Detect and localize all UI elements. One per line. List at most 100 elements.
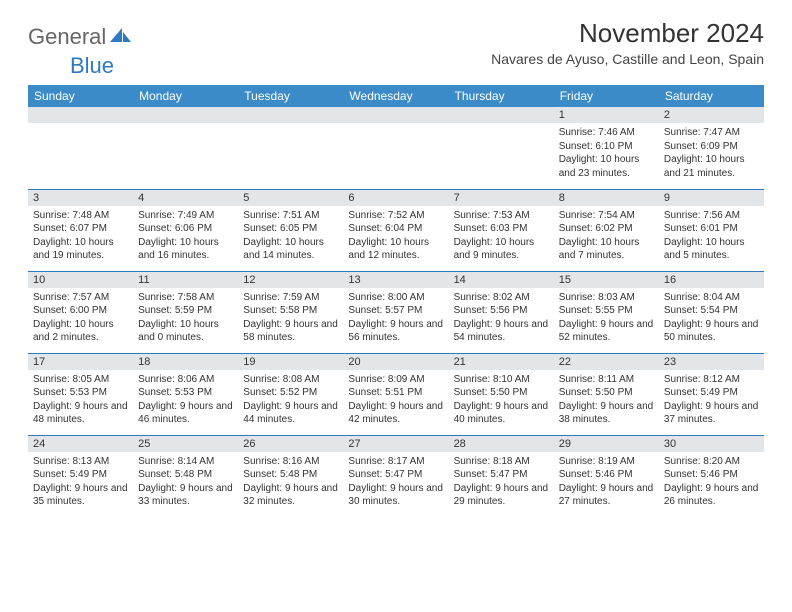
day-cell: 29Sunrise: 8:19 AMSunset: 5:46 PMDayligh…	[554, 435, 659, 517]
calendar-body: 1Sunrise: 7:46 AMSunset: 6:10 PMDaylight…	[28, 107, 764, 517]
day-cell: 25Sunrise: 8:14 AMSunset: 5:48 PMDayligh…	[133, 435, 238, 517]
week-row: 1Sunrise: 7:46 AMSunset: 6:10 PMDaylight…	[28, 107, 764, 189]
day-cell: 6Sunrise: 7:52 AMSunset: 6:04 PMDaylight…	[343, 189, 448, 271]
day-number: 17	[28, 354, 133, 370]
day-number: 27	[343, 436, 448, 452]
day-content: Sunrise: 7:51 AMSunset: 6:05 PMDaylight:…	[238, 206, 343, 267]
day-content: Sunrise: 8:04 AMSunset: 5:54 PMDaylight:…	[659, 288, 764, 349]
calendar-table: Sunday Monday Tuesday Wednesday Thursday…	[28, 85, 764, 517]
day-number: 10	[28, 272, 133, 288]
day-cell: 15Sunrise: 8:03 AMSunset: 5:55 PMDayligh…	[554, 271, 659, 353]
day-number: 16	[659, 272, 764, 288]
day-cell: 7Sunrise: 7:53 AMSunset: 6:03 PMDaylight…	[449, 189, 554, 271]
day-number: 25	[133, 436, 238, 452]
day-content: Sunrise: 7:56 AMSunset: 6:01 PMDaylight:…	[659, 206, 764, 267]
day-cell: 21Sunrise: 8:10 AMSunset: 5:50 PMDayligh…	[449, 353, 554, 435]
day-cell: 5Sunrise: 7:51 AMSunset: 6:05 PMDaylight…	[238, 189, 343, 271]
day-number: 8	[554, 190, 659, 206]
day-number: 7	[449, 190, 554, 206]
day-content: Sunrise: 7:46 AMSunset: 6:10 PMDaylight:…	[554, 123, 659, 184]
day-number: 23	[659, 354, 764, 370]
day-number: 3	[28, 190, 133, 206]
day-cell: 2Sunrise: 7:47 AMSunset: 6:09 PMDaylight…	[659, 107, 764, 189]
day-cell: 22Sunrise: 8:11 AMSunset: 5:50 PMDayligh…	[554, 353, 659, 435]
day-cell	[28, 107, 133, 189]
day-content: Sunrise: 7:53 AMSunset: 6:03 PMDaylight:…	[449, 206, 554, 267]
logo-text-blue: Blue	[70, 53, 114, 78]
day-number: 15	[554, 272, 659, 288]
day-number: 5	[238, 190, 343, 206]
day-number: 22	[554, 354, 659, 370]
day-number: 26	[238, 436, 343, 452]
logo-text-general: General	[28, 24, 106, 50]
day-content: Sunrise: 8:18 AMSunset: 5:47 PMDaylight:…	[449, 452, 554, 513]
day-content: Sunrise: 8:17 AMSunset: 5:47 PMDaylight:…	[343, 452, 448, 513]
day-content: Sunrise: 7:47 AMSunset: 6:09 PMDaylight:…	[659, 123, 764, 184]
day-cell: 23Sunrise: 8:12 AMSunset: 5:49 PMDayligh…	[659, 353, 764, 435]
day-number: 21	[449, 354, 554, 370]
day-content: Sunrise: 8:12 AMSunset: 5:49 PMDaylight:…	[659, 370, 764, 431]
col-saturday: Saturday	[659, 85, 764, 107]
day-content: Sunrise: 7:54 AMSunset: 6:02 PMDaylight:…	[554, 206, 659, 267]
day-cell	[343, 107, 448, 189]
day-cell: 18Sunrise: 8:06 AMSunset: 5:53 PMDayligh…	[133, 353, 238, 435]
day-cell: 28Sunrise: 8:18 AMSunset: 5:47 PMDayligh…	[449, 435, 554, 517]
day-content: Sunrise: 7:49 AMSunset: 6:06 PMDaylight:…	[133, 206, 238, 267]
day-cell: 3Sunrise: 7:48 AMSunset: 6:07 PMDaylight…	[28, 189, 133, 271]
day-cell: 1Sunrise: 7:46 AMSunset: 6:10 PMDaylight…	[554, 107, 659, 189]
day-content: Sunrise: 8:20 AMSunset: 5:46 PMDaylight:…	[659, 452, 764, 513]
day-cell: 4Sunrise: 7:49 AMSunset: 6:06 PMDaylight…	[133, 189, 238, 271]
col-tuesday: Tuesday	[238, 85, 343, 107]
day-number: 6	[343, 190, 448, 206]
day-content: Sunrise: 7:52 AMSunset: 6:04 PMDaylight:…	[343, 206, 448, 267]
day-content: Sunrise: 8:16 AMSunset: 5:48 PMDaylight:…	[238, 452, 343, 513]
day-cell: 24Sunrise: 8:13 AMSunset: 5:49 PMDayligh…	[28, 435, 133, 517]
day-cell: 9Sunrise: 7:56 AMSunset: 6:01 PMDaylight…	[659, 189, 764, 271]
day-number: 20	[343, 354, 448, 370]
day-number: 19	[238, 354, 343, 370]
day-content: Sunrise: 8:08 AMSunset: 5:52 PMDaylight:…	[238, 370, 343, 431]
day-cell: 12Sunrise: 7:59 AMSunset: 5:58 PMDayligh…	[238, 271, 343, 353]
day-content: Sunrise: 7:48 AMSunset: 6:07 PMDaylight:…	[28, 206, 133, 267]
day-cell: 26Sunrise: 8:16 AMSunset: 5:48 PMDayligh…	[238, 435, 343, 517]
day-number: 1	[554, 107, 659, 123]
day-cell: 14Sunrise: 8:02 AMSunset: 5:56 PMDayligh…	[449, 271, 554, 353]
day-cell: 10Sunrise: 7:57 AMSunset: 6:00 PMDayligh…	[28, 271, 133, 353]
day-number: 30	[659, 436, 764, 452]
day-number: 29	[554, 436, 659, 452]
day-content: Sunrise: 8:00 AMSunset: 5:57 PMDaylight:…	[343, 288, 448, 349]
logo: General	[28, 18, 132, 50]
day-number: 12	[238, 272, 343, 288]
week-row: 17Sunrise: 8:05 AMSunset: 5:53 PMDayligh…	[28, 353, 764, 435]
day-content: Sunrise: 8:11 AMSunset: 5:50 PMDaylight:…	[554, 370, 659, 431]
week-row: 24Sunrise: 8:13 AMSunset: 5:49 PMDayligh…	[28, 435, 764, 517]
day-content: Sunrise: 8:13 AMSunset: 5:49 PMDaylight:…	[28, 452, 133, 513]
day-cell	[133, 107, 238, 189]
day-cell: 20Sunrise: 8:09 AMSunset: 5:51 PMDayligh…	[343, 353, 448, 435]
week-row: 3Sunrise: 7:48 AMSunset: 6:07 PMDaylight…	[28, 189, 764, 271]
day-cell: 8Sunrise: 7:54 AMSunset: 6:02 PMDaylight…	[554, 189, 659, 271]
col-friday: Friday	[554, 85, 659, 107]
day-number: 2	[659, 107, 764, 123]
day-content: Sunrise: 8:06 AMSunset: 5:53 PMDaylight:…	[133, 370, 238, 431]
day-content: Sunrise: 8:05 AMSunset: 5:53 PMDaylight:…	[28, 370, 133, 431]
weekday-header-row: Sunday Monday Tuesday Wednesday Thursday…	[28, 85, 764, 107]
day-content: Sunrise: 7:57 AMSunset: 6:00 PMDaylight:…	[28, 288, 133, 349]
day-cell	[238, 107, 343, 189]
day-content: Sunrise: 8:09 AMSunset: 5:51 PMDaylight:…	[343, 370, 448, 431]
day-cell	[449, 107, 554, 189]
day-cell: 13Sunrise: 8:00 AMSunset: 5:57 PMDayligh…	[343, 271, 448, 353]
day-cell: 17Sunrise: 8:05 AMSunset: 5:53 PMDayligh…	[28, 353, 133, 435]
calendar-page: General November 2024 Navares de Ayuso, …	[0, 0, 792, 527]
day-content: Sunrise: 7:59 AMSunset: 5:58 PMDaylight:…	[238, 288, 343, 349]
col-sunday: Sunday	[28, 85, 133, 107]
day-cell: 19Sunrise: 8:08 AMSunset: 5:52 PMDayligh…	[238, 353, 343, 435]
month-title: November 2024	[491, 18, 764, 49]
day-content: Sunrise: 8:02 AMSunset: 5:56 PMDaylight:…	[449, 288, 554, 349]
day-number: 18	[133, 354, 238, 370]
day-number: 4	[133, 190, 238, 206]
col-wednesday: Wednesday	[343, 85, 448, 107]
day-content: Sunrise: 7:58 AMSunset: 5:59 PMDaylight:…	[133, 288, 238, 349]
day-number: 28	[449, 436, 554, 452]
day-number: 24	[28, 436, 133, 452]
